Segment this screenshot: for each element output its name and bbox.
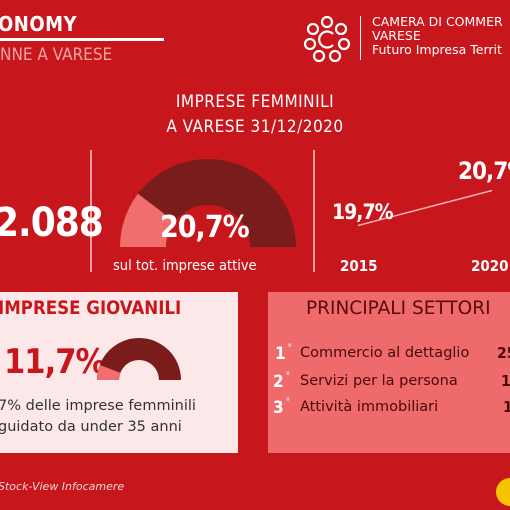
trend-year-2020: 2020 (471, 257, 509, 275)
organization-name: CAMERA DI COMMER VARESE Futuro Impresa T… (372, 15, 503, 57)
sector-name-1: Commercio al dettaglio (300, 345, 470, 361)
corner-badge (496, 478, 510, 506)
header-divider (0, 38, 164, 41)
young-title-text: MPRESE GIOVANILI (4, 298, 182, 319)
chamber-logo-icon (303, 15, 351, 63)
logo-separator (360, 16, 361, 60)
young-gauge-track (97, 338, 181, 380)
sector-rank-2: 2 ° (273, 371, 291, 392)
share-gauge (120, 159, 296, 247)
sector-name-3: Attività immobiliari (300, 399, 439, 415)
young-gauge (97, 338, 181, 380)
trend-value-2015: 19,7% (332, 200, 394, 224)
sector-value-2: 1 (501, 372, 510, 390)
total-value: .088 (18, 200, 104, 246)
main-sectors-panel (268, 292, 510, 453)
sector-value-3: 1 (503, 398, 510, 416)
header-title: ONOMY (0, 12, 78, 36)
sector-rank-1: 1 ° (275, 343, 293, 364)
young-description-line1: 7% delle imprese femminili (0, 398, 196, 414)
total-women-businesses: 2.088 (0, 200, 104, 246)
main-sectors-title: PRINCIPALI SETTORI (306, 298, 491, 319)
main-title-line2: A VARESE 31/12/2020 (166, 117, 344, 137)
share-caption: sul tot. imprese attive (113, 258, 257, 274)
organization-line2: VARESE (372, 28, 421, 43)
young-gauge-fill (97, 364, 121, 380)
sector-rank-3: 3 ° (273, 397, 291, 418)
trend-year-2015: 2015 (340, 257, 378, 275)
trend-chart (357, 189, 493, 227)
data-source: Stock-View Infocamere (0, 480, 125, 493)
organization-line1: CAMERA DI COMMER (372, 14, 503, 29)
header-subtitle: NNE A VARESE (0, 45, 113, 65)
organization-line3: Futuro Impresa Territ (372, 42, 502, 57)
divider-left (90, 150, 92, 272)
divider-right (313, 150, 315, 272)
share-value: 20,7% (160, 210, 250, 245)
trend-value-2020: 20,7% (458, 157, 510, 185)
trend-line (357, 189, 493, 227)
young-description-line2: guidato da under 35 anni (0, 419, 182, 435)
young-businesses-value: 11,7% (4, 342, 106, 382)
sector-name-2: Servizi per la persona (300, 373, 458, 389)
young-businesses-title: IMPRESE GIOVANILI (0, 298, 182, 319)
sector-value-1: 25 (497, 344, 510, 362)
young-businesses-description: 7% delle imprese femminili guidato da un… (0, 396, 196, 438)
share-gauge-fill (120, 193, 175, 247)
main-title-line1: IMPRESE FEMMINILI (175, 92, 335, 112)
